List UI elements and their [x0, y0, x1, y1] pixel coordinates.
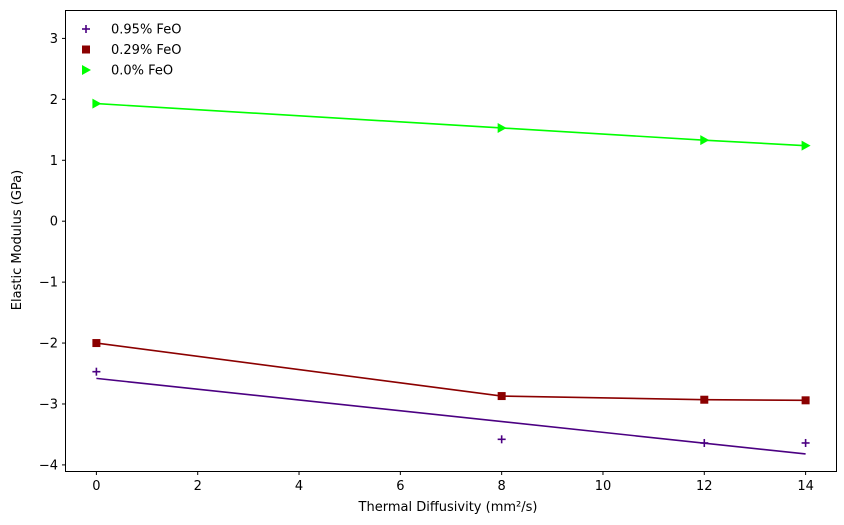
data-point	[700, 135, 710, 146]
series-0.95% FeO	[92, 367, 810, 455]
x-tick-label: 4	[295, 479, 303, 494]
y-tick-label: −4	[39, 458, 58, 473]
y-tick-label: 3	[50, 32, 58, 47]
plot-frame	[65, 10, 837, 472]
legend-item: 0.29% FeO	[82, 43, 181, 58]
x-tick-label: 6	[396, 479, 404, 494]
y-axis-label: Elastic Modulus (GPa)	[10, 170, 25, 310]
fit-line	[96, 342, 806, 402]
x-tick-label: 10	[595, 479, 612, 494]
data-point	[497, 392, 506, 401]
data-point	[497, 122, 507, 133]
y-tick-label: 2	[50, 93, 58, 108]
series-0.0% FeO	[92, 98, 811, 151]
legend: 0.95% FeO 0.29% FeO 0.0% FeO	[82, 23, 181, 79]
data-point	[497, 435, 506, 444]
legend-label: 0.29% FeO	[111, 43, 181, 58]
legend-item: 0.95% FeO	[82, 23, 181, 38]
data-point	[801, 396, 810, 405]
legend-label: 0.0% FeO	[111, 64, 173, 79]
data-point	[92, 98, 102, 109]
y-tick-label: 1	[50, 154, 58, 169]
x-tick-label: 0	[92, 479, 100, 494]
fit-line	[96, 102, 806, 147]
y-tick-label: −3	[39, 397, 58, 412]
legend-item: 0.0% FeO	[82, 64, 173, 79]
plot-area	[92, 98, 811, 455]
data-point	[700, 395, 709, 404]
data-point	[801, 438, 810, 447]
data-point	[92, 339, 101, 348]
legend-marker	[82, 45, 90, 54]
y-tick-label: −1	[39, 276, 58, 291]
legend-marker	[82, 25, 90, 33]
x-tick-label: 2	[194, 479, 202, 494]
legend-marker	[82, 65, 91, 75]
x-axis-label: Thermal Diffusivity (mm²/s)	[358, 500, 538, 515]
legend-label: 0.95% FeO	[111, 23, 181, 38]
x-tick-label: 14	[797, 479, 814, 494]
x-tick-label: 8	[498, 479, 506, 494]
x-tick-label: 12	[696, 479, 713, 494]
data-point	[801, 140, 811, 151]
fit-line	[96, 377, 806, 455]
data-point	[700, 438, 709, 447]
data-point	[92, 367, 101, 376]
y-tick-label: 0	[50, 215, 58, 230]
series-0.29% FeO	[92, 339, 810, 405]
y-tick-label: −2	[39, 337, 58, 352]
